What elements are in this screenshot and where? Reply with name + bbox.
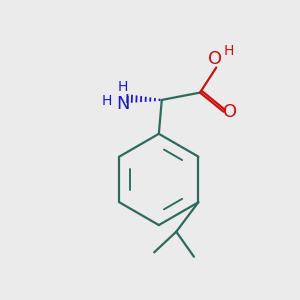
Text: O: O <box>223 103 237 121</box>
Text: N: N <box>116 95 129 113</box>
Text: H: H <box>224 44 234 58</box>
Text: H: H <box>101 94 112 108</box>
Text: O: O <box>208 50 222 68</box>
Text: H: H <box>117 80 128 94</box>
